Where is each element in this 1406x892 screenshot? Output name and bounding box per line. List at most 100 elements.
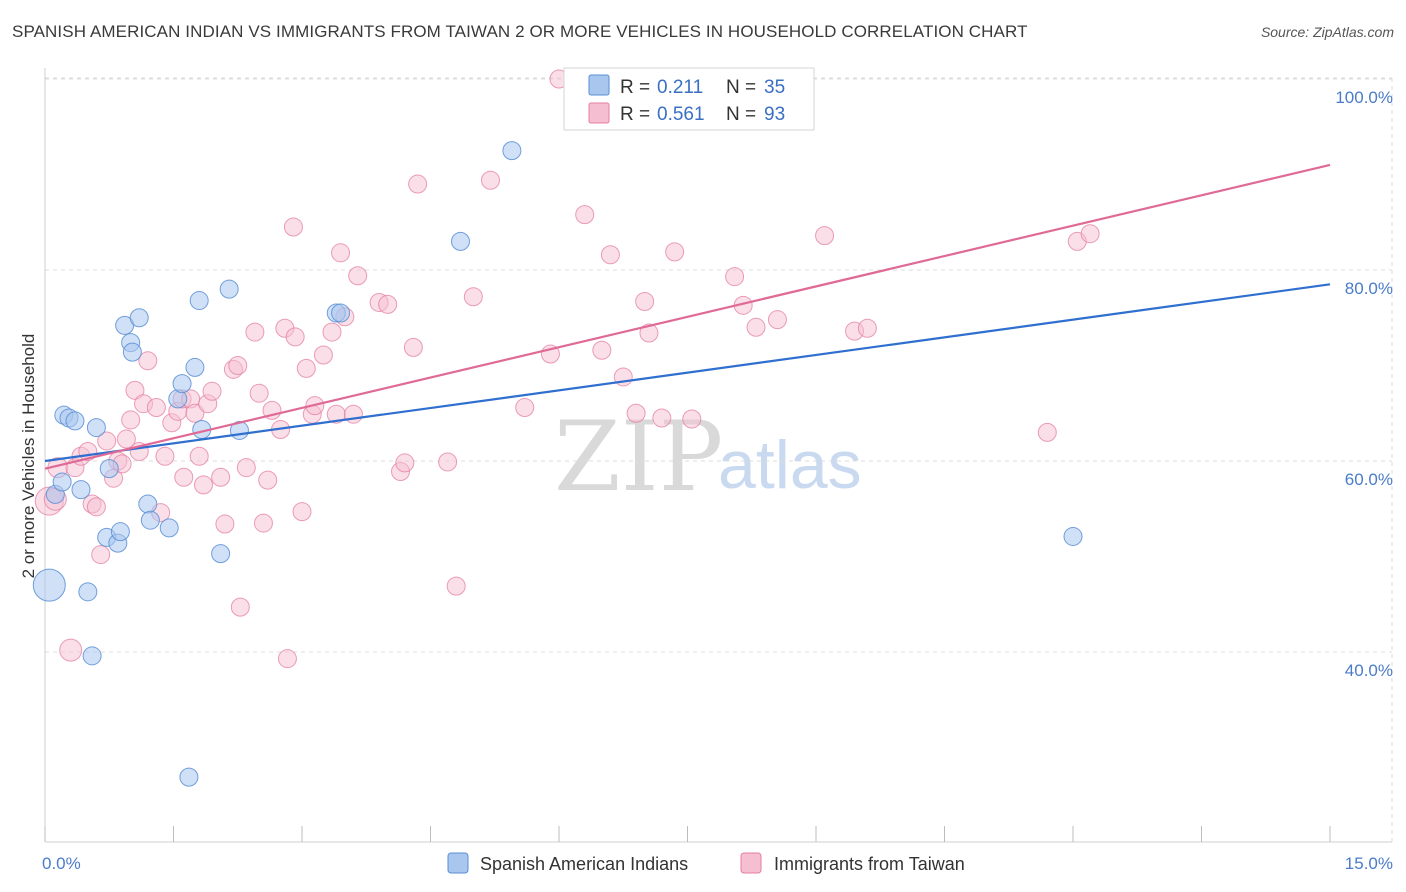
point-spanish-american-indian-6 [71, 480, 91, 500]
point-taiwan-87 [815, 226, 835, 246]
series-immigrants-from-taiwan [34, 69, 1100, 669]
point-taiwan-53 [313, 345, 333, 365]
bottom-legend-label-blue: Spanish American Indians [480, 854, 688, 874]
point-taiwan-75 [600, 245, 620, 265]
point-taiwan-34 [215, 514, 235, 534]
point-spanish-american-indian-19 [140, 510, 160, 530]
point-taiwan-32 [202, 381, 222, 401]
chart-source: Source: ZipAtlas.com [1260, 24, 1394, 40]
point-spanish-american-indian-9 [86, 418, 106, 438]
point-taiwan-50 [296, 358, 316, 378]
point-taiwan-30 [193, 475, 213, 495]
y-tick-label-1: 60.0% [1345, 470, 1393, 489]
point-taiwan-81 [665, 242, 685, 262]
point-taiwan-9 [91, 545, 111, 565]
x-tick-label-0: 0.0% [42, 854, 81, 873]
legend-r-label-blue: R = [620, 77, 650, 98]
legend-r-value-pink: 0.561 [657, 104, 705, 125]
x-tick-label-1: 15.0% [1345, 854, 1393, 873]
trend-line-spanish-american-indians [44, 283, 1331, 463]
trend-lines [44, 163, 1331, 470]
axes [44, 68, 1392, 843]
point-taiwan-92 [1080, 224, 1100, 244]
point-taiwan-20 [146, 398, 166, 418]
point-taiwan-3 [59, 638, 83, 662]
point-taiwan-82 [682, 409, 702, 429]
legend-swatch-blue [588, 74, 610, 96]
point-spanish-american-indian-32 [450, 231, 470, 251]
point-taiwan-22 [155, 446, 175, 466]
point-spanish-american-indian-28 [219, 279, 239, 299]
point-taiwan-80 [652, 408, 672, 428]
y-tick-labels: 40.0% 60.0% 80.0% 100.0% [1335, 88, 1393, 680]
point-taiwan-38 [236, 458, 256, 478]
point-taiwan-46 [277, 649, 297, 669]
point-taiwan-83 [725, 267, 745, 287]
bottom-legend: Spanish American Indians Immigrants from… [447, 852, 965, 874]
point-taiwan-70 [515, 398, 535, 418]
watermark: ZIP atlas [554, 401, 862, 513]
point-taiwan-47 [283, 217, 303, 237]
point-taiwan-73 [575, 205, 595, 225]
point-taiwan-33 [211, 467, 231, 487]
point-taiwan-26 [174, 467, 194, 487]
point-taiwan-67 [446, 576, 466, 596]
point-spanish-american-indian-34 [1063, 526, 1083, 546]
point-spanish-american-indian-16 [122, 342, 142, 362]
point-taiwan-10 [97, 431, 117, 451]
y-tick-label-0: 40.0% [1345, 661, 1393, 680]
point-spanish-american-indian-20 [159, 518, 179, 538]
point-taiwan-48 [285, 327, 305, 347]
point-spanish-american-indian-33 [502, 141, 522, 161]
point-taiwan-90 [1037, 422, 1057, 442]
point-spanish-american-indian-5 [65, 411, 85, 431]
legend-swatch-pink [588, 102, 610, 124]
legend-n-label-pink: N = [726, 104, 756, 125]
watermark-atlas: atlas [718, 427, 862, 503]
bottom-legend-swatch-pink [740, 852, 762, 874]
point-taiwan-63 [395, 453, 415, 473]
legend-n-value-pink: 93 [764, 104, 785, 125]
point-taiwan-14 [116, 429, 136, 449]
point-taiwan-15 [121, 410, 141, 430]
point-taiwan-29 [189, 446, 209, 466]
legend: R = 0.211 N = 35 R = 0.561 N = 93 [563, 67, 815, 131]
trend-line-immigrants-from-taiwan [44, 163, 1331, 470]
legend-n-value-blue: 35 [764, 77, 785, 98]
bottom-legend-label-pink: Immigrants from Taiwan [774, 854, 965, 874]
point-spanish-american-indian-2 [52, 472, 72, 492]
point-taiwan-36 [228, 356, 248, 375]
point-taiwan-69 [480, 170, 500, 190]
point-spanish-american-indian-8 [82, 646, 102, 666]
point-taiwan-65 [408, 174, 428, 194]
point-taiwan-89 [857, 318, 877, 338]
point-taiwan-74 [592, 340, 612, 360]
point-taiwan-61 [378, 294, 398, 314]
point-taiwan-66 [438, 452, 458, 472]
point-taiwan-8 [86, 497, 106, 517]
x-tick-labels: 0.0% 15.0% [42, 854, 1393, 873]
point-spanish-american-indian-11 [99, 459, 119, 479]
point-spanish-american-indian-17 [129, 308, 149, 328]
point-spanish-american-indian-7 [78, 582, 98, 602]
point-taiwan-86 [767, 310, 787, 330]
point-taiwan-49 [292, 502, 312, 522]
point-spanish-american-indian-22 [172, 374, 192, 394]
point-spanish-american-indian-0 [32, 568, 66, 602]
point-taiwan-41 [253, 513, 273, 533]
point-taiwan-78 [635, 292, 655, 312]
point-taiwan-54 [322, 322, 342, 342]
point-taiwan-77 [626, 403, 646, 423]
point-taiwan-19 [138, 351, 158, 371]
point-spanish-american-indian-25 [189, 291, 209, 311]
point-spanish-american-indian-24 [185, 357, 205, 377]
y-axis-label: 2 or more Vehicles in Household [19, 334, 38, 579]
point-taiwan-39 [245, 322, 265, 342]
point-spanish-american-indian-13 [110, 522, 130, 542]
legend-r-label-pink: R = [620, 104, 650, 125]
point-spanish-american-indian-27 [211, 544, 231, 564]
point-taiwan-37 [230, 597, 250, 617]
point-taiwan-59 [348, 266, 368, 286]
chart-title: SPANISH AMERICAN INDIAN VS IMMIGRANTS FR… [12, 22, 1028, 41]
point-taiwan-42 [258, 470, 278, 490]
